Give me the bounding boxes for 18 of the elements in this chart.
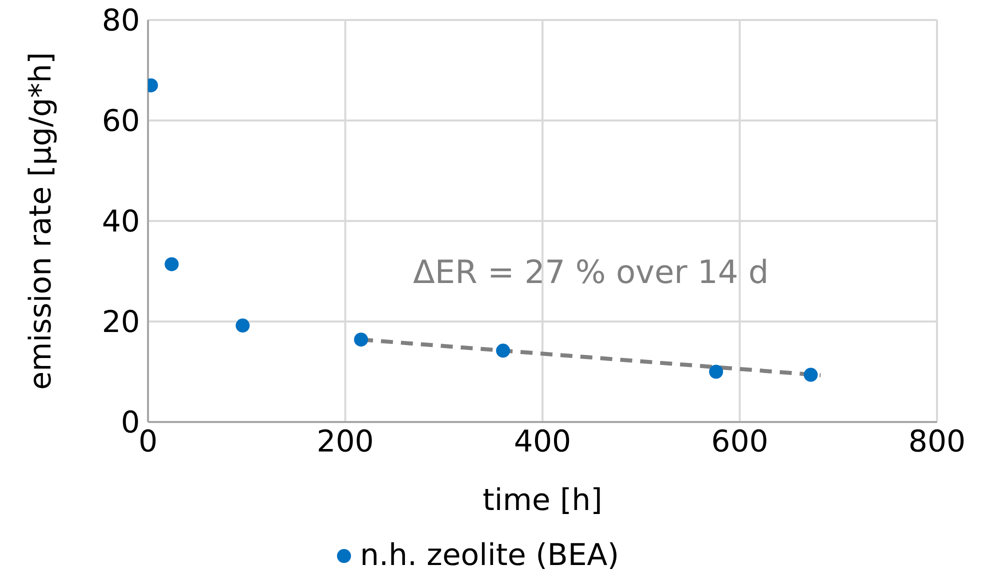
y-axis-title: emission rate [µg/g*h] (24, 52, 59, 390)
point (496, 344, 510, 358)
annotation: ΔER = 27 % over 14 d (413, 253, 769, 291)
y-tick-label: 40 (102, 204, 140, 240)
y-tick-label: 80 (102, 4, 140, 39)
y-tick-label: 20 (102, 305, 140, 340)
point (709, 364, 724, 379)
point (164, 257, 179, 272)
x-tick-label: 200 (316, 424, 374, 460)
point (804, 368, 818, 382)
x-tick-label: 600 (711, 424, 768, 460)
legend-label: n.h. zeolite (BEA) (360, 538, 620, 573)
x-axis-title: time [h] (482, 483, 602, 518)
x-tick-label: 400 (514, 424, 572, 460)
point (354, 332, 368, 347)
y-tick-label: 60 (102, 104, 140, 140)
point (236, 318, 250, 333)
x-tick-label: 800 (908, 424, 966, 460)
